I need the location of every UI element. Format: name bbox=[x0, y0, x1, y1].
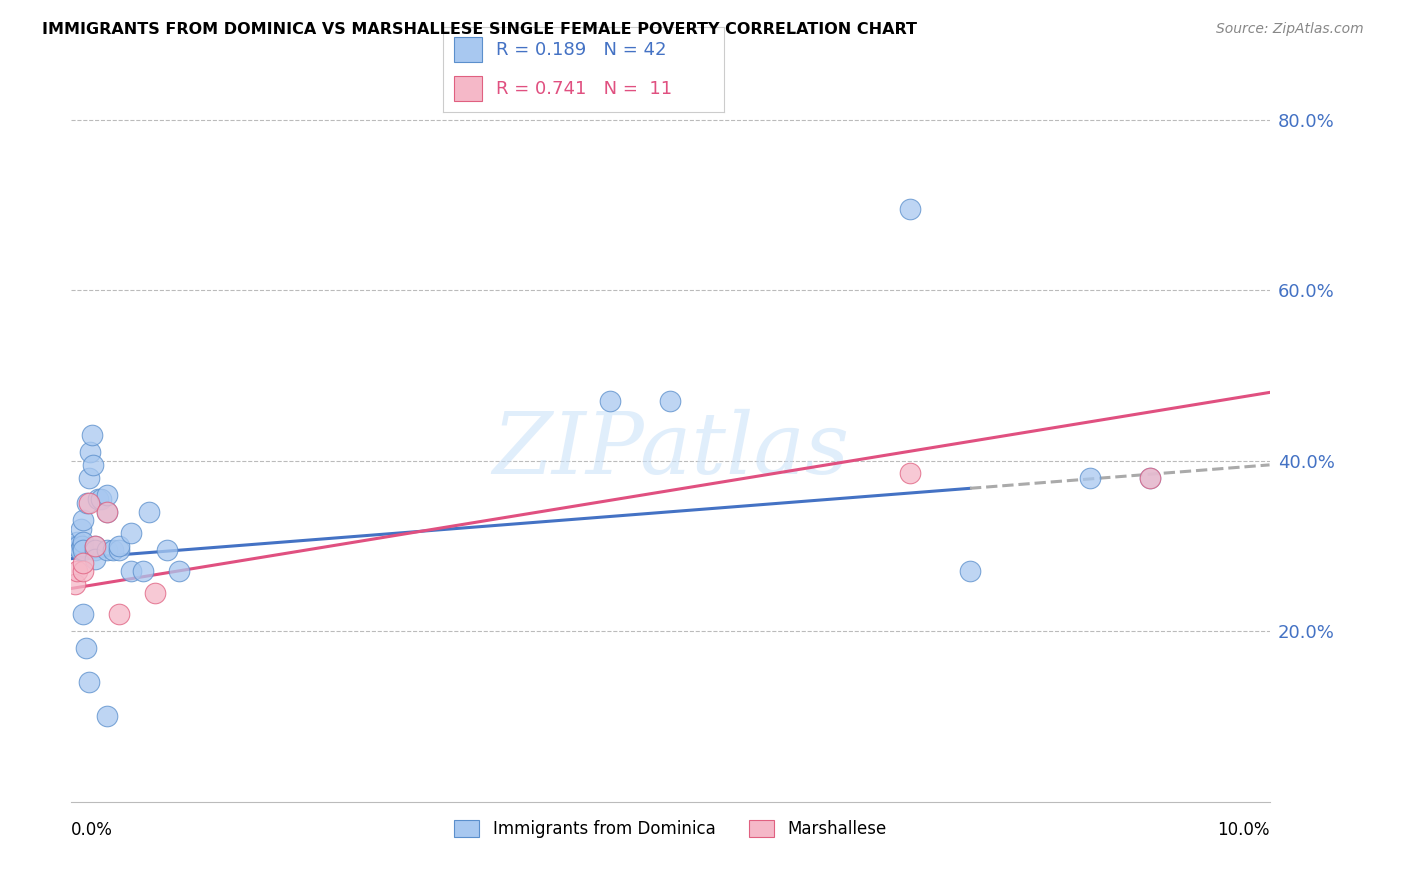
Point bbox=[80, 428, 103, 442]
Point bbox=[96, 709, 118, 723]
Text: 0.0%: 0.0% bbox=[72, 821, 112, 838]
Point bbox=[1139, 471, 1161, 485]
Point bbox=[143, 586, 166, 600]
Point bbox=[96, 505, 118, 519]
Point bbox=[108, 539, 131, 553]
Point bbox=[120, 526, 142, 541]
Point bbox=[72, 513, 94, 527]
Point bbox=[959, 565, 981, 579]
Text: R = 0.741   N =  11: R = 0.741 N = 11 bbox=[496, 79, 672, 97]
Point bbox=[84, 551, 107, 566]
Point bbox=[66, 534, 89, 549]
Text: R = 0.189   N = 42: R = 0.189 N = 42 bbox=[496, 41, 666, 59]
Point bbox=[898, 467, 921, 481]
Point bbox=[67, 539, 90, 553]
Point bbox=[66, 565, 89, 579]
Text: IMMIGRANTS FROM DOMINICA VS MARSHALLESE SINGLE FEMALE POVERTY CORRELATION CHART: IMMIGRANTS FROM DOMINICA VS MARSHALLESE … bbox=[42, 22, 917, 37]
FancyBboxPatch shape bbox=[454, 76, 482, 102]
Point bbox=[72, 543, 94, 558]
Point bbox=[156, 543, 179, 558]
Point bbox=[69, 543, 91, 558]
Point bbox=[77, 496, 100, 510]
Point bbox=[1139, 471, 1161, 485]
Point bbox=[96, 543, 118, 558]
Point bbox=[167, 565, 190, 579]
Text: 10.0%: 10.0% bbox=[1218, 821, 1270, 838]
Point bbox=[72, 607, 94, 621]
Point bbox=[72, 565, 94, 579]
Point bbox=[90, 491, 112, 506]
Point bbox=[79, 445, 101, 459]
Point bbox=[72, 556, 94, 570]
Point bbox=[69, 522, 91, 536]
Point bbox=[86, 491, 108, 506]
Point bbox=[84, 539, 107, 553]
Point bbox=[75, 641, 97, 656]
Point bbox=[65, 539, 87, 553]
Point bbox=[120, 565, 142, 579]
Point bbox=[77, 675, 100, 690]
Point bbox=[138, 505, 160, 519]
Point bbox=[96, 505, 118, 519]
Point bbox=[72, 534, 94, 549]
Point bbox=[70, 539, 93, 553]
Point bbox=[84, 543, 107, 558]
Point bbox=[63, 577, 86, 591]
Text: ZIPatlas: ZIPatlas bbox=[492, 409, 849, 491]
Point bbox=[63, 539, 86, 553]
Point bbox=[101, 543, 124, 558]
Legend: Immigrants from Dominica, Marshallese: Immigrants from Dominica, Marshallese bbox=[447, 813, 893, 845]
Point bbox=[132, 565, 155, 579]
Point bbox=[108, 607, 131, 621]
Point bbox=[77, 471, 100, 485]
Point bbox=[108, 543, 131, 558]
Point bbox=[599, 393, 621, 408]
Point bbox=[898, 202, 921, 216]
Point bbox=[659, 393, 682, 408]
Point bbox=[76, 496, 98, 510]
Text: Source: ZipAtlas.com: Source: ZipAtlas.com bbox=[1216, 22, 1364, 37]
Point bbox=[84, 539, 107, 553]
Point bbox=[1078, 471, 1101, 485]
Point bbox=[96, 488, 118, 502]
FancyBboxPatch shape bbox=[454, 37, 482, 62]
Point bbox=[82, 458, 104, 472]
